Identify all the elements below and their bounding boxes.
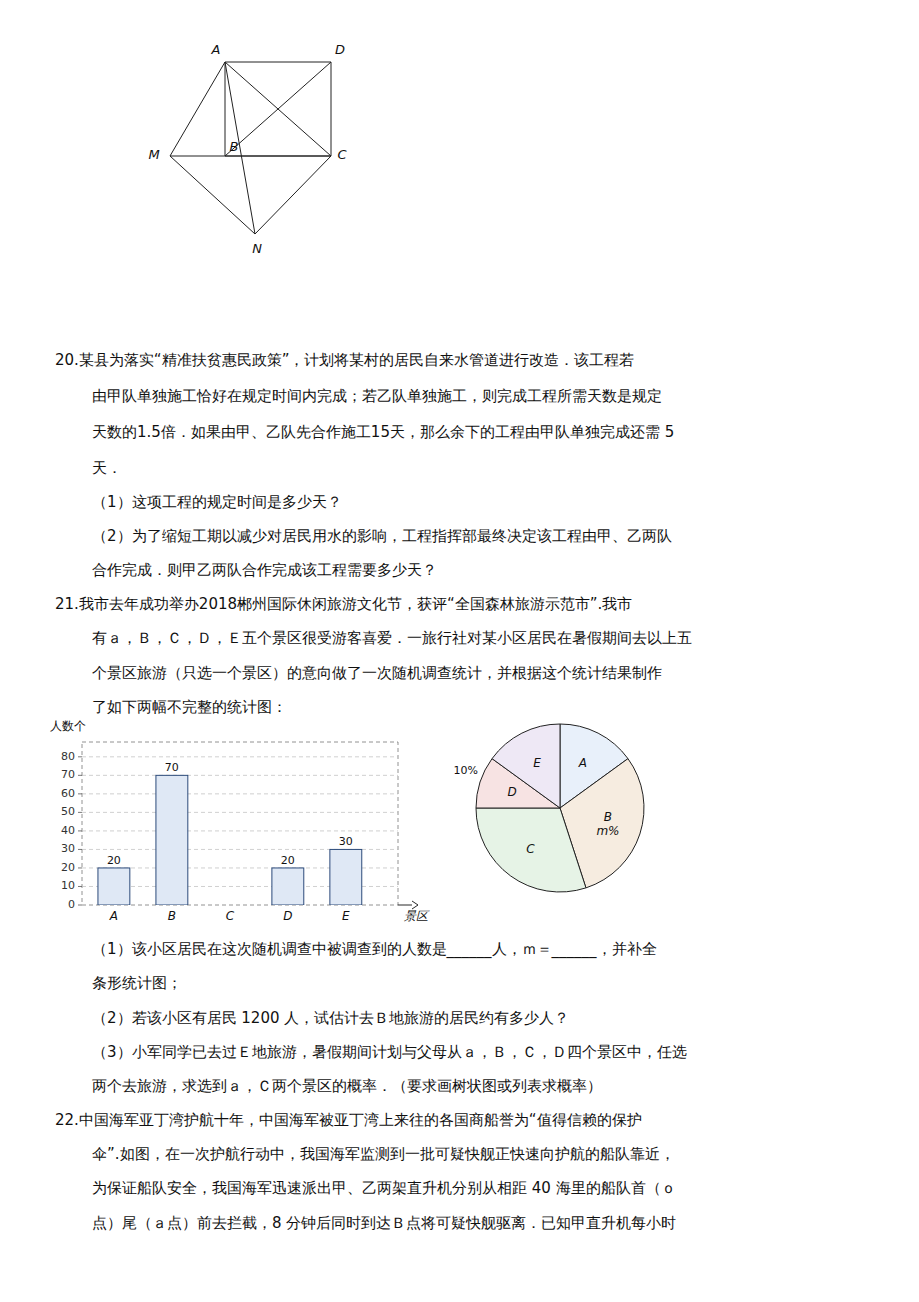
figure-segment: [255, 156, 331, 234]
text-line: 点）尾（ａ点）前去拦截，8 分钟后同时到达Ｂ点将可疑快舰驱离．已知甲直升机每小时: [92, 1214, 676, 1232]
figure-segment: [225, 62, 226, 156]
slice-label: Bm%: [596, 809, 619, 837]
slice-label-line: A: [578, 756, 587, 770]
slice-label: D: [507, 785, 516, 799]
bar: [272, 868, 304, 905]
y-tick-label: 40: [61, 824, 75, 837]
figure-segment: [225, 62, 331, 63]
x-tick-label: E: [342, 909, 350, 923]
bar: [98, 868, 130, 905]
geometry-figure: A D B C M N: [148, 42, 347, 256]
plot-frame: [82, 742, 398, 905]
slice-label-line: E: [533, 756, 541, 770]
text-line: （2）为了缩短工期以减少对居民用水的影响，工程指挥部最终决定该工程由甲、乙两队: [92, 527, 672, 545]
y-tick: [78, 775, 82, 776]
y-tick-label: 30: [61, 842, 75, 855]
data-label: 70: [165, 761, 179, 774]
text-line: 为保证船队安全，我国海军迅速派出甲、乙两架直升机分别从相距 40 海里的船队首（…: [92, 1179, 676, 1197]
pie-slice: [492, 724, 560, 808]
x-axis-arrow-head: [412, 901, 418, 909]
data-label: 30: [339, 835, 353, 848]
text-line: 22.中国海军亚丁湾护航十年，中国海军被亚丁湾上来往的各国商船誉为“值得信赖的保…: [55, 1111, 642, 1129]
y-tick-label: 60: [61, 787, 75, 800]
text-line: 天数的1.5倍．如果由甲、乙队先合作施工15天，那么余下的工程由甲队单独完成还需…: [92, 423, 674, 441]
figure-label: C: [337, 147, 347, 162]
data-label: 20: [107, 854, 121, 867]
text-line: 天．: [92, 459, 122, 477]
y-tick: [78, 849, 82, 850]
bar: [330, 849, 362, 905]
y-tick-label: 80: [61, 750, 75, 763]
y-tick: [78, 793, 82, 794]
x-tick-label: A: [109, 909, 118, 923]
bar: [156, 775, 188, 905]
bars: [98, 775, 362, 905]
value-label: 10%: [454, 764, 478, 777]
figure-label: N: [252, 241, 262, 256]
slice-label-line: B: [604, 809, 612, 823]
bar-chart: 0 10 20 30 40 50 60 70 80 20 70 20 30 A B C D E 人数个景区: [50, 719, 430, 923]
text-line: 个景区旅游（只选一个景区）的意向做了一次随机调查统计，并根据这个统计结果制作: [92, 664, 662, 682]
x-axis-arrow: [398, 905, 412, 906]
background: [0, 0, 919, 1302]
figure-segment: [170, 156, 331, 157]
y-tick: [78, 756, 82, 757]
grid-line: [82, 812, 398, 813]
text-line: （1）这项工程的规定时间是多少天？: [92, 493, 342, 511]
figure-segment: [225, 62, 331, 156]
y-tick: [78, 812, 82, 813]
text-line: 有ａ，Ｂ，Ｃ，Ｄ，Ｅ五个景区很受游客喜爱．一旅行社对某小区居民在暑假期间去以上五: [92, 629, 692, 647]
text-line: （2）若该小区有居民 1200 人，试估计去Ｂ地旅游的居民约有多少人？: [92, 1009, 569, 1027]
text-line: 由甲队单独施工恰好在规定时间内完成；若乙队单独施工，则完成工程所需天数是规定: [92, 387, 662, 405]
y-tick: [78, 886, 82, 887]
text-line: 合作完成．则甲乙两队合作完成该工程需要多少天？: [92, 561, 437, 579]
text-line: 伞”.如图，在一次护航行动中，我国海军监测到一批可疑快舰正快速向护航的船队靠近，: [92, 1145, 675, 1163]
y-tick-label: 10: [61, 879, 75, 892]
slice-label-line: D: [507, 785, 516, 799]
y-tick: [78, 867, 82, 868]
figure-segment: [170, 62, 225, 156]
grid-line: [82, 775, 398, 776]
y-tick-label: 20: [61, 861, 75, 874]
figure-segment: [331, 62, 332, 156]
text-line: 21.我市去年成功举办2018郴州国际休闲旅游文化节，获评“全国森林旅游示范市”…: [55, 595, 632, 613]
y-tick-label: 70: [61, 768, 75, 781]
slice-label: C: [526, 841, 535, 855]
figure-label: B: [230, 139, 239, 154]
slice-label: E: [533, 756, 541, 770]
pie-slice: [476, 808, 586, 892]
slice-label: A: [578, 756, 587, 770]
y-tick: [78, 905, 82, 906]
text-line: 20.某县为落实“精准扶贫惠民政策”，计划将某村的居民自来水管道进行改造．该工程…: [55, 351, 634, 369]
y-tick-label: 0: [68, 898, 75, 911]
figure-label: M: [148, 147, 159, 162]
grid-line: [82, 793, 398, 794]
figure-segment: [170, 156, 255, 234]
data-label: 20: [281, 854, 295, 867]
figure-segment: [225, 62, 255, 234]
slice-label-line: m%: [596, 823, 619, 837]
y-tick-label: 50: [61, 805, 75, 818]
slice-label-line: C: [526, 841, 535, 855]
text-line: 条形统计图；: [92, 974, 182, 992]
pie-chart: A Bm% C D 10% E: [454, 724, 644, 892]
x-tick-label: B: [168, 909, 176, 923]
x-tick-label: C: [226, 909, 235, 923]
y-axis-label: 人数个: [50, 719, 86, 733]
text-line: （3）小军同学已去过Ｅ地旅游，暑假期间计划与父母从ａ，Ｂ，Ｃ，Ｄ四个景区中，任选: [92, 1043, 687, 1061]
x-axis-label: 景区: [404, 909, 430, 923]
page: A D B C M N 20.某县为落实“精准扶贫惠民政策”，计划将某村的居民自来水管道进行…: [0, 0, 919, 1302]
grid-line: [82, 756, 398, 757]
figure-label: D: [335, 42, 345, 57]
y-tick: [78, 830, 82, 831]
text-lines: 20.某县为落实“精准扶贫惠民政策”，计划将某村的居民自来水管道进行改造．该工程…: [55, 351, 692, 1232]
figure-segment: [225, 62, 331, 156]
grid-line: [82, 830, 398, 831]
text-line: （1）该小区居民在这次随机调查中被调查到的人数是______人，ｍ＝______…: [92, 940, 657, 959]
figure-label: A: [211, 42, 221, 57]
text-line: 两个去旅游，求选到ａ，Ｃ两个景区的概率．（要求画树状图或列表求概率）: [92, 1077, 602, 1095]
x-tick-label: D: [283, 909, 292, 923]
text-line: 了如下两幅不完整的统计图：: [92, 698, 287, 716]
